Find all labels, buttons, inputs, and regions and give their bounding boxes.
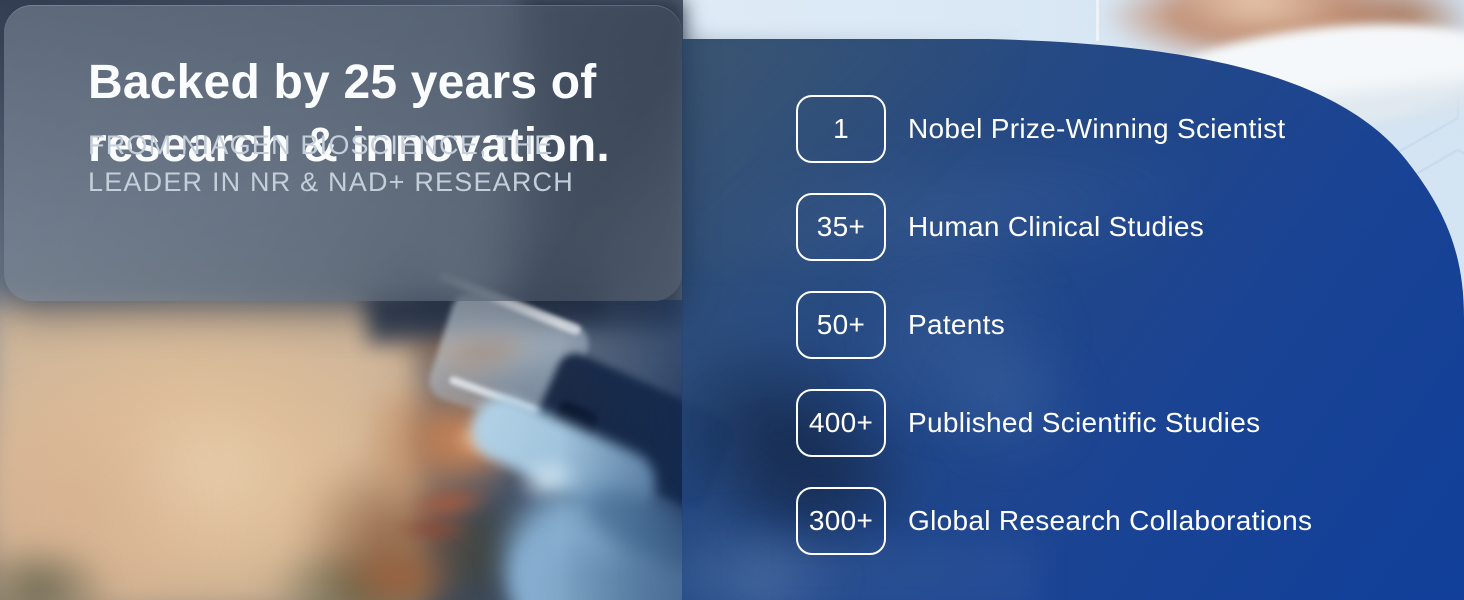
face-lower-lip [392,514,474,544]
stat-label: Global Research Collaborations [908,505,1313,536]
stat-row: 1 Nobel Prize-Winning Scientist [796,95,1312,163]
stat-row: 300+ Global Research Collaborations [796,487,1312,555]
stat-value: 50+ [816,309,866,340]
stat-label: Nobel Prize-Winning Scientist [908,113,1286,144]
stat-value: 1 [833,113,849,144]
stat-label: Human Clinical Studies [908,211,1205,242]
background-highlight-line [1096,0,1099,41]
stats-list: 1 Nobel Prize-Winning Scientist 35+ Huma… [796,95,1312,555]
stat-value-box: 300+ [796,487,886,555]
stat-row: 50+ Patents [796,291,1312,359]
stat-value: 35+ [816,211,866,242]
headline-card-content: Backed by 25 years of research & innovat… [88,51,652,197]
subtitle-line1: FROM NIAGEN BIOSCIENCE, THE [88,130,554,160]
headline-line1: Backed by 25 years of [88,56,597,109]
stat-value: 300+ [808,505,874,536]
headline-card: Backed by 25 years of research & innovat… [4,5,682,301]
stat-value-box: 400+ [796,389,886,457]
stat-value-box: 1 [796,95,886,163]
subtitle-line2: LEADER IN NR & NAD+ RESEARCH [88,167,574,197]
stat-row: 35+ Human Clinical Studies [796,193,1312,261]
face-chin [336,540,461,600]
headline-line2: research & innovation. [88,119,610,172]
headline: Backed by 25 years of research & innovat… [88,51,652,172]
stat-label: Published Scientific Studies [908,407,1261,438]
stat-row: 400+ Published Scientific Studies [796,389,1312,457]
stat-value-box: 35+ [796,193,886,261]
subtitle: FROM NIAGEN BIOSCIENCE, THE LEADER IN NR… [88,127,652,197]
stat-value-box: 50+ [796,291,886,359]
stat-label: Patents [908,309,1006,340]
stat-value: 400+ [808,407,874,438]
